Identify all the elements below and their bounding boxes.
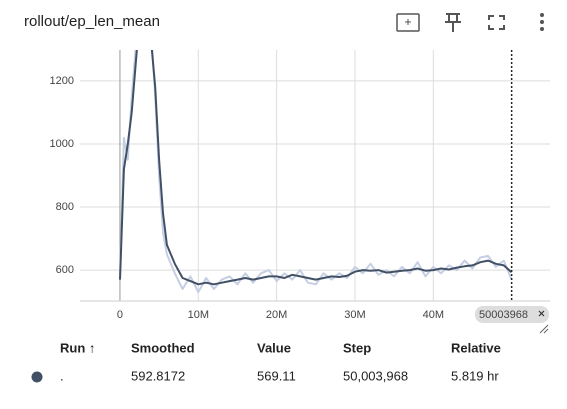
icon-menu[interactable]	[540, 13, 544, 31]
x-tick-label: 10M	[188, 309, 209, 321]
table-cell: 592.8172	[131, 368, 185, 383]
column-header[interactable]: Run ↑	[60, 340, 95, 355]
y-tick-label: 1000	[50, 138, 74, 150]
series-line	[119, 50, 513, 286]
table-cell: .	[60, 368, 64, 383]
plot-area	[119, 50, 513, 294]
table-cell: 5.819 hr	[451, 368, 499, 383]
x-tick-label: 20M	[266, 309, 287, 321]
cursor-step-label: 50003968	[479, 309, 528, 321]
cursor: 50003968	[475, 50, 549, 334]
axes: 600 800 1000 1200 0 10M 20M 30M 40M	[50, 50, 550, 321]
resize-handle	[539, 324, 549, 334]
table-cell: 569.11	[257, 368, 296, 383]
icon-pin[interactable]	[445, 13, 461, 32]
column-header: Step	[343, 340, 371, 355]
cursor-close[interactable]	[538, 310, 545, 317]
y-tick-label: 600	[56, 264, 74, 276]
icon-fullscreen[interactable]	[488, 15, 505, 30]
column-header: Smoothed	[131, 340, 195, 355]
run-swatch	[31, 371, 43, 383]
series-line	[119, 50, 513, 294]
card-title: rollout/ep_len_mean	[24, 13, 160, 30]
icon-fit[interactable]	[396, 13, 420, 32]
x-tick-label: 40M	[423, 309, 444, 321]
table: Run ↑ Smoothed Value Step Relative. 592.8172 5…	[31, 340, 501, 383]
x-tick-label: 0	[117, 309, 123, 321]
table-cell: 50,003,968	[343, 368, 408, 383]
y-tick-label: 800	[56, 201, 74, 213]
x-tick-label: 30M	[344, 309, 365, 321]
y-tick-label: 1200	[50, 75, 74, 87]
column-header: Value	[257, 340, 291, 355]
column-header: Relative	[451, 340, 501, 355]
cursor-pill	[475, 306, 549, 323]
